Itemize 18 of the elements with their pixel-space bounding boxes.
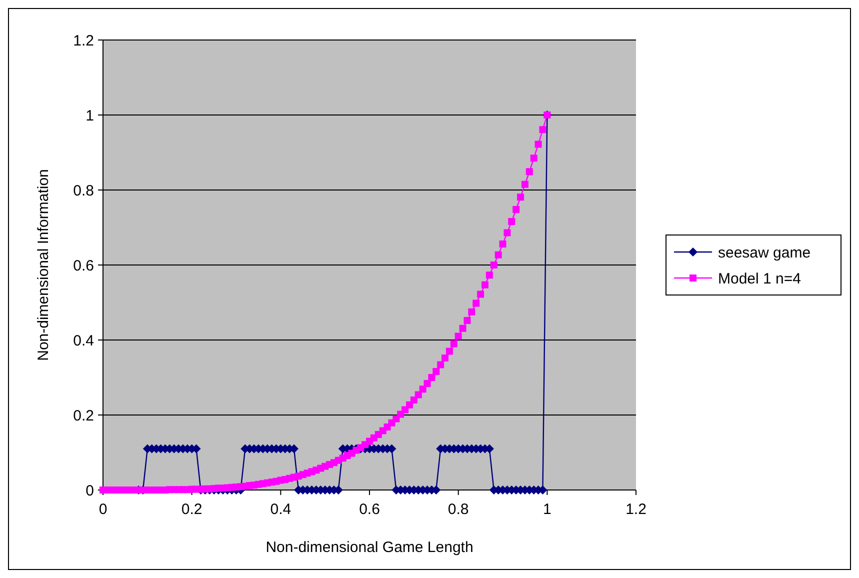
y-tick-label: 1 — [86, 107, 94, 124]
x-tick-label: 0.8 — [448, 501, 469, 518]
y-tick-label: 1.2 — [73, 32, 94, 50]
y-tick-label: 0.4 — [73, 332, 94, 350]
y-tick-label: 0 — [86, 482, 94, 500]
legend-label: Model 1 n=4 — [718, 270, 801, 288]
x-tick-label: 0.2 — [181, 501, 202, 518]
legend-label: seesaw game — [718, 244, 811, 262]
x-axis-title: Non-dimensional Game Length — [266, 539, 474, 556]
y-tick-label: 0.8 — [73, 182, 94, 200]
y-tick-label: 0.2 — [73, 407, 94, 424]
y-tick-label: 0.6 — [73, 257, 94, 274]
x-tick-label: 0 — [98, 501, 108, 518]
x-tick-label: 1.2 — [626, 501, 646, 518]
x-tick-label: 0.6 — [359, 501, 380, 518]
x-tick-label: 0.4 — [270, 501, 292, 518]
x-tick-label: 1 — [542, 501, 552, 518]
y-axis-title: Non-dimensional Information — [35, 169, 52, 361]
